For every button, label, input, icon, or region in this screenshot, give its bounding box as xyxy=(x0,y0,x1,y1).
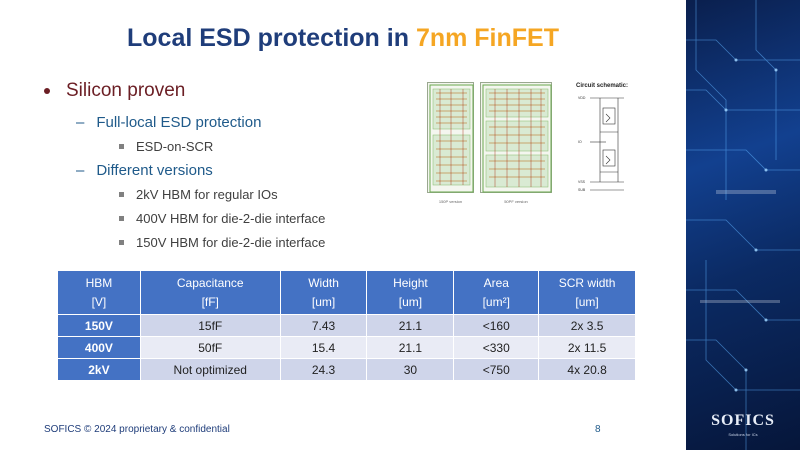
bullet-text: Full-local ESD protection xyxy=(96,113,262,131)
schematic-title: Circuit schematic: xyxy=(576,83,629,89)
bullet-full-local: – Full-local ESD protection xyxy=(76,110,404,134)
table-cell: 400V xyxy=(57,336,141,359)
schematic-label-io: IO xyxy=(578,140,582,144)
table-cell: 4x 20.8 xyxy=(538,358,636,381)
table-cell: <160 xyxy=(453,314,540,337)
square-bullet-icon xyxy=(119,143,124,149)
header-width: Width [um] xyxy=(279,270,368,315)
bullet-list: Silicon proven – Full-local ESD protecti… xyxy=(44,78,404,254)
title-main: Local ESD protection in xyxy=(127,24,409,52)
table-row: 2kV Not optimized 24.3 30 <750 4x 20.8 xyxy=(57,358,636,381)
table-row: 400V 50fF 15.4 21.1 <330 2x 11.5 xyxy=(57,336,636,359)
table-cell: 30 xyxy=(366,358,455,381)
table-cell: 15.4 xyxy=(279,336,368,359)
sofics-logo-tagline: Solutions for ICs xyxy=(728,432,758,437)
table-cell: Not optimized xyxy=(139,358,281,381)
bullet-text: ESD-on-SCR xyxy=(136,138,214,154)
bullet-different-versions: – Different versions xyxy=(76,158,404,182)
table-header-row: HBM [V] Capacitance [fF] Width [um] Height[… xyxy=(57,270,636,315)
circuit-background-icon xyxy=(686,0,800,450)
square-bullet-icon xyxy=(119,215,124,221)
dash-icon: – xyxy=(76,161,85,179)
bullet-text: 150V HBM for die-2-die interface xyxy=(136,234,326,250)
table-cell: 24.3 xyxy=(279,358,368,381)
table-cell: 21.1 xyxy=(366,336,455,359)
bullet-text: Different versions xyxy=(96,161,213,179)
bullet-silicon-proven: Silicon proven xyxy=(44,78,404,104)
square-bullet-icon xyxy=(119,239,124,245)
page-number: 8 xyxy=(595,424,601,435)
bullet-esd-on-scr: ESD-on-SCR xyxy=(119,134,404,158)
table-cell: 21.1 xyxy=(366,314,455,337)
table-row: 150V 15fF 7.43 21.1 <160 2x 3.5 xyxy=(57,314,636,337)
layout-image-large: 50PF version xyxy=(480,82,552,204)
circuit-schematic-icon: VDD IO VSS SUB xyxy=(578,96,624,192)
schematic-label-sub: SUB xyxy=(578,188,586,192)
header-height: Height [um] xyxy=(366,270,455,315)
table-cell: 2x 11.5 xyxy=(538,336,636,359)
table-cell: <750 xyxy=(453,358,540,381)
table-cell: <330 xyxy=(453,336,540,359)
table-cell: 50fF xyxy=(139,336,281,359)
sofics-logo: SOFICS xyxy=(711,412,775,429)
square-bullet-icon xyxy=(119,191,124,197)
table-cell: 150V xyxy=(57,314,141,337)
header-scr-width: SCR width [um] xyxy=(538,270,636,315)
decorative-tech-panel xyxy=(686,0,800,450)
schematic-label-vss: VSS xyxy=(578,180,586,184)
table-cell: 2x 3.5 xyxy=(538,314,636,337)
esd-spec-table: HBM [V] Capacitance [fF] Width [um] Height[… xyxy=(57,270,636,381)
bullet-400v: 400V HBM for die-2-die interface xyxy=(119,206,404,230)
layout-caption: 150P version xyxy=(438,199,463,204)
bullet-150v: 150V HBM for die-2-die interface xyxy=(119,230,404,254)
table-cell: 15fF xyxy=(139,314,281,337)
dash-icon: – xyxy=(76,113,85,131)
table-cell: 7.43 xyxy=(279,314,368,337)
layout-image-small: 150P version xyxy=(427,82,474,204)
table-cell: 2kV xyxy=(57,358,141,381)
bullet-text: 2kV HBM for regular IOs xyxy=(136,186,278,202)
header-area: Area [um²] xyxy=(453,270,540,315)
bullet-text: Silicon proven xyxy=(66,80,186,101)
header-hbm: HBM [V] xyxy=(57,270,141,315)
bullet-2kv: 2kV HBM for regular IOs xyxy=(119,182,404,206)
bullet-dot-icon xyxy=(44,88,50,94)
layout-pattern-icon xyxy=(429,84,474,193)
title-accent: 7nm FinFET xyxy=(415,24,559,52)
schematic-label-vdd: VDD xyxy=(578,96,586,100)
footer-text: SOFICS © 2024 proprietary & confidential xyxy=(44,424,230,435)
layout-pattern-icon xyxy=(482,84,552,193)
layout-caption: 50PF version xyxy=(504,199,528,204)
bullet-text: 400V HBM for die-2-die interface xyxy=(136,210,326,226)
header-capacitance: Capacitance [fF] xyxy=(139,270,281,315)
slide-title: Local ESD protection in 7nm FinFET xyxy=(0,24,686,53)
